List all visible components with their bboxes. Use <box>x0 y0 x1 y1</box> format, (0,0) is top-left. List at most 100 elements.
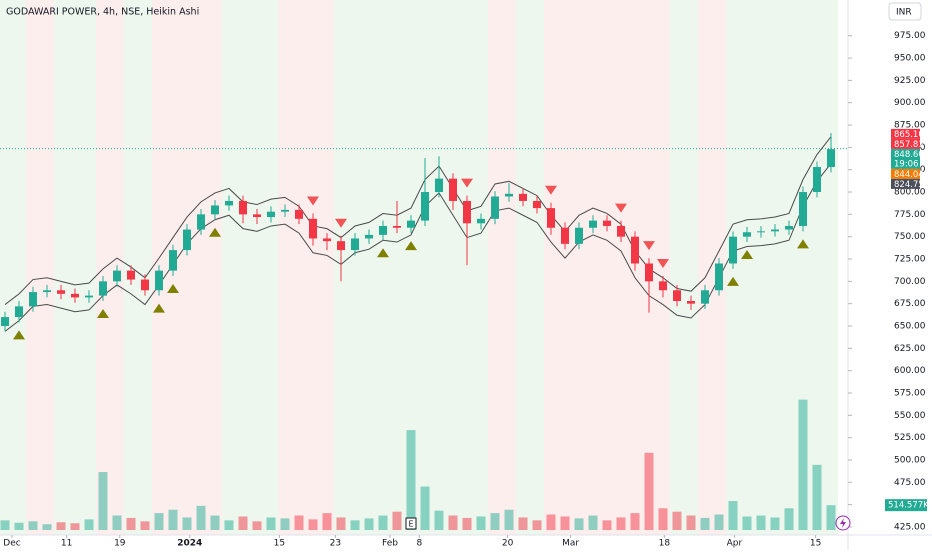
volume-bar <box>826 505 836 530</box>
candle-body <box>253 214 261 218</box>
currency[interactable]: INR <box>896 8 912 18</box>
candle-body <box>393 225 401 228</box>
candle-body <box>673 290 681 301</box>
y-tick-label: 675.00 <box>894 299 926 309</box>
sell-signal <box>643 241 655 251</box>
x-tick-label: 11 <box>61 539 72 549</box>
trend-zone <box>516 0 544 535</box>
trend-zone <box>96 0 124 535</box>
volume-bar <box>392 511 402 530</box>
candle-body <box>799 192 807 226</box>
y-tick-label: 800.00 <box>894 188 926 198</box>
buy-signal <box>209 227 221 237</box>
y-tick-label: 525.00 <box>894 433 926 443</box>
event-box[interactable] <box>405 517 417 530</box>
y-tick-label: 950.00 <box>894 54 926 64</box>
candle-body <box>771 229 779 232</box>
candle-body <box>519 193 527 201</box>
candle-body <box>169 250 177 271</box>
candle-body <box>225 200 233 206</box>
candle-body <box>197 214 205 230</box>
candle-body <box>211 205 219 215</box>
candle-body <box>309 218 317 239</box>
y-tick-label: 575.00 <box>894 388 926 398</box>
sell-signal <box>307 196 319 206</box>
y-tick-label: 900.00 <box>894 98 926 108</box>
volume-bar <box>182 517 192 530</box>
volume <box>0 399 836 530</box>
volume-bar <box>798 399 808 530</box>
candle-body <box>449 178 457 201</box>
trend-zone <box>278 0 334 535</box>
volume-bar <box>588 515 598 530</box>
candle-body <box>407 220 415 228</box>
buy-signal <box>727 276 739 286</box>
event-label: E <box>408 520 413 529</box>
volume-bar <box>42 524 52 530</box>
candle-body <box>785 225 793 230</box>
candle-body <box>701 290 709 304</box>
candle-body <box>43 290 51 293</box>
buy-signal <box>13 330 25 340</box>
candle-body <box>337 241 345 251</box>
y-tick-label: 725.00 <box>894 255 926 265</box>
candle-body <box>603 220 611 226</box>
buy-signal <box>741 250 753 260</box>
volume-bar <box>280 518 290 530</box>
volume-bar <box>196 505 206 530</box>
candle-body <box>687 300 695 304</box>
trend-zone <box>26 0 54 535</box>
volume-bar <box>98 472 108 530</box>
buy-signal <box>405 241 417 251</box>
volume-bar <box>672 511 682 530</box>
candle-body <box>85 295 93 298</box>
currency-box[interactable] <box>888 2 922 21</box>
volume-bar <box>784 508 794 530</box>
candle-body <box>589 220 597 228</box>
volume-bar <box>308 519 318 530</box>
volume-bar <box>812 464 822 530</box>
volume-bar <box>378 515 388 530</box>
y-tick-label: 975.00 <box>894 31 926 41</box>
volume-bar <box>14 522 24 530</box>
candle-body <box>379 225 387 235</box>
volume-bar <box>0 520 10 530</box>
volume-bar <box>224 520 234 530</box>
candle-body <box>827 149 835 168</box>
volume-bar <box>84 519 94 530</box>
candle-body <box>561 227 569 244</box>
buy-signal <box>377 248 389 258</box>
candle-body <box>155 270 163 291</box>
volume-bar <box>518 517 528 530</box>
sell-signal <box>615 203 627 213</box>
y-tick-label: 700.00 <box>894 277 926 287</box>
price-label-box <box>891 138 920 149</box>
x-tick-label: Mar <box>562 539 579 549</box>
y-tick-label: 500.00 <box>894 455 926 465</box>
volume-bar <box>126 517 136 530</box>
x-tick-label: 23 <box>330 539 341 549</box>
trend-zone <box>670 0 698 535</box>
volume-bar <box>238 516 248 530</box>
volume-bar <box>252 521 262 530</box>
candle-body <box>575 227 583 244</box>
price-label: 848.60 <box>894 150 924 160</box>
candle-body <box>113 270 121 282</box>
trend-zone <box>0 0 26 535</box>
volume-bar <box>616 517 626 530</box>
volume-bar <box>546 514 556 530</box>
candle-body <box>239 200 247 215</box>
volume-bar <box>154 513 164 530</box>
candle-body <box>813 167 821 193</box>
buy-signal <box>153 303 165 313</box>
volume-bar <box>630 513 640 530</box>
volume-bar <box>602 520 612 530</box>
volume-bar <box>574 518 584 530</box>
candle-body <box>617 225 625 237</box>
volume-bar <box>70 523 80 530</box>
volume-bar <box>364 518 374 530</box>
candle-body <box>505 193 513 197</box>
volume-bar <box>644 452 654 530</box>
y-tick-label: 425.00 <box>894 522 926 532</box>
